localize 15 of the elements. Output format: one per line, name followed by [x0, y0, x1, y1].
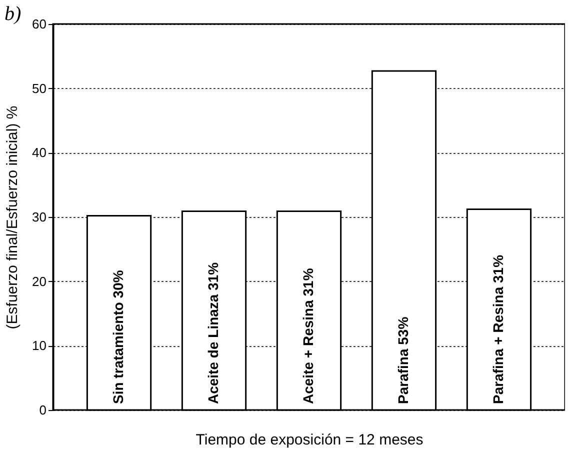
x-tick-label: Aceite de Linaza 31% [205, 262, 222, 404]
y-tick-label: 30 [32, 210, 46, 224]
y-tick-label: 40 [32, 145, 46, 160]
x-tick-label: Aceite + Resina 31% [300, 268, 316, 404]
y-tick-label: 20 [32, 274, 46, 289]
y-tick-label: 50 [32, 80, 46, 96]
y-tick-label: 10 [32, 338, 46, 354]
x-tick-label: Parafina + Resina 31% [490, 254, 506, 404]
x-tick-label: Parafina 53% [394, 316, 411, 404]
y-axis-title: (Esfuerzo final/Esfuerzo inicial) % [4, 106, 22, 330]
x-axis-title: Tiempo de exposición = 12 meses [196, 432, 424, 448]
x-tick-label: Sin tratamiento 30% [110, 270, 126, 404]
y-tick-label: 60 [32, 16, 46, 32]
chart-title: b) [4, 3, 22, 25]
y-tick-label: 0 [39, 402, 46, 418]
